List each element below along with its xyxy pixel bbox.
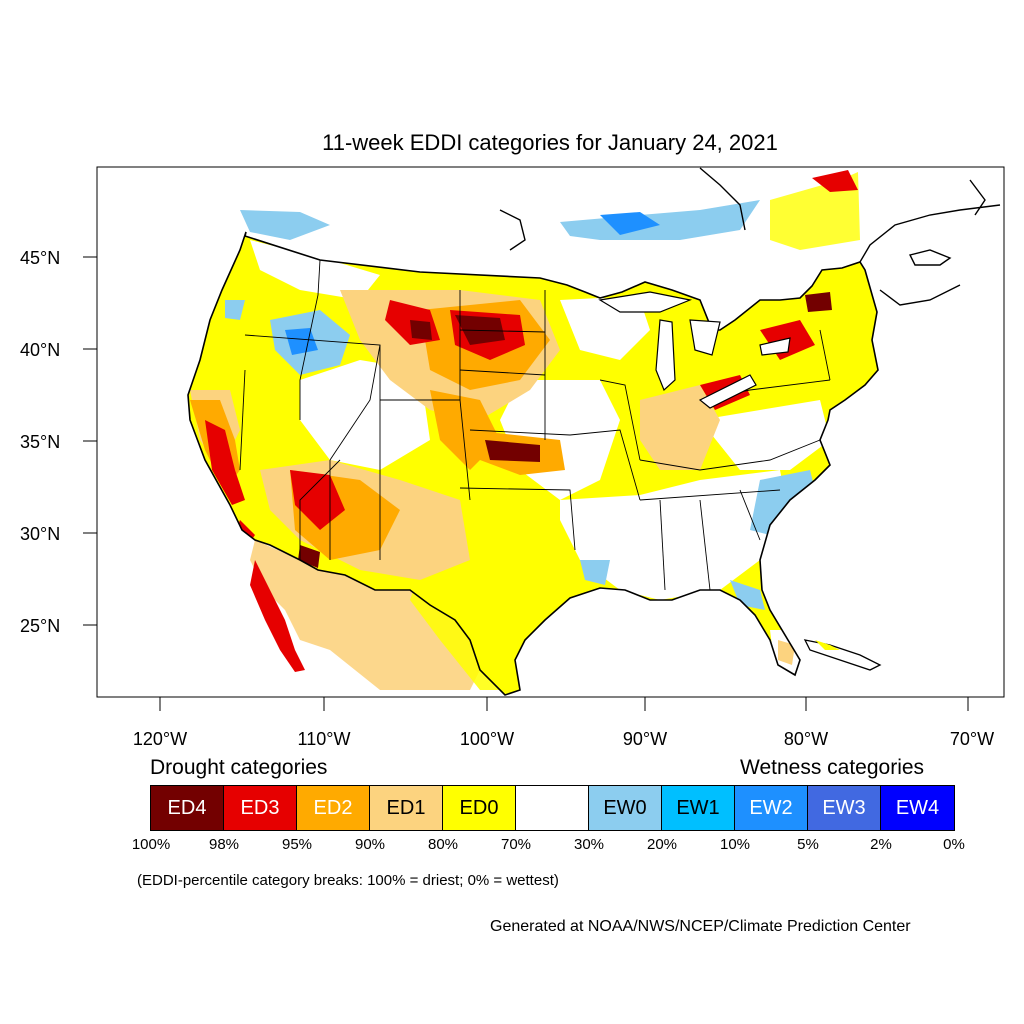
wetness-legend-heading: Wetness categories <box>740 756 925 779</box>
percentile-label: 10% <box>719 836 751 853</box>
lat-label-30: 30°N <box>20 524 60 544</box>
category-note: (EDDI-percentile category breaks: 100% =… <box>137 872 559 889</box>
legend-box-neutral <box>516 786 589 830</box>
canada-wet-core <box>600 212 660 235</box>
legend-box-ew0: EW0 <box>589 786 662 830</box>
state-boundaries <box>239 259 831 591</box>
lat-label-35: 35°N <box>20 432 60 452</box>
lon-label-90: 90°W <box>623 729 667 749</box>
percentile-label: 80% <box>427 836 459 853</box>
map-title: 11-week EDDI categories for January 24, … <box>322 130 778 155</box>
legend-box-ew1: EW1 <box>662 786 735 830</box>
lon-label-100: 100°W <box>460 729 514 749</box>
legend-box-ew4: EW4 <box>881 786 954 830</box>
lon-label-120: 120°W <box>133 729 187 749</box>
percentile-label: 5% <box>797 836 819 853</box>
legend-box-ed2: ED2 <box>297 786 370 830</box>
percentile-label: 100% <box>131 836 171 853</box>
lat-label-40: 40°N <box>20 340 60 360</box>
axis-ticks <box>83 256 969 711</box>
cuba-dry <box>815 640 840 650</box>
legend-box-ed0: ED0 <box>443 786 516 830</box>
canada-wet-west <box>240 210 330 240</box>
canada-coastlines <box>499 167 1001 306</box>
drought-legend-heading: Drought categories <box>150 756 328 779</box>
baja-region <box>250 560 305 672</box>
canada-dry-core <box>812 170 858 192</box>
canada-region <box>230 170 860 260</box>
percentile-label: 90% <box>354 836 386 853</box>
lon-label-80: 80°W <box>784 729 828 749</box>
percentile-label: 95% <box>281 836 313 853</box>
legend-box-ed1: ED1 <box>370 786 443 830</box>
percentile-label: 98% <box>208 836 240 853</box>
percentile-label: 20% <box>646 836 678 853</box>
legend-box-ew2: EW2 <box>735 786 808 830</box>
lon-label-110: 110°W <box>298 729 351 749</box>
canada-dry-east <box>770 172 860 250</box>
canada-wet-central <box>560 200 760 240</box>
category-legend: ED4 ED3 ED2 ED1 ED0 EW0 EW1 EW2 EW3 EW4 <box>150 785 955 831</box>
percentile-label: 2% <box>870 836 892 853</box>
legend-box-ew3: EW3 <box>808 786 881 830</box>
credit-line: Generated at NOAA/NWS/NCEP/Climate Predi… <box>490 918 911 935</box>
percentile-label: 30% <box>573 836 605 853</box>
legend-box-ed4: ED4 <box>151 786 224 830</box>
legend-box-ed3: ED3 <box>224 786 297 830</box>
lat-label-25: 25°N <box>20 616 60 636</box>
percentile-label: 70% <box>500 836 532 853</box>
great-lakes <box>598 291 791 409</box>
percentile-label: 0% <box>943 836 965 853</box>
mexico-region <box>250 540 480 690</box>
lat-label-45: 45°N <box>20 248 60 268</box>
lon-label-70: 70°W <box>950 729 994 749</box>
